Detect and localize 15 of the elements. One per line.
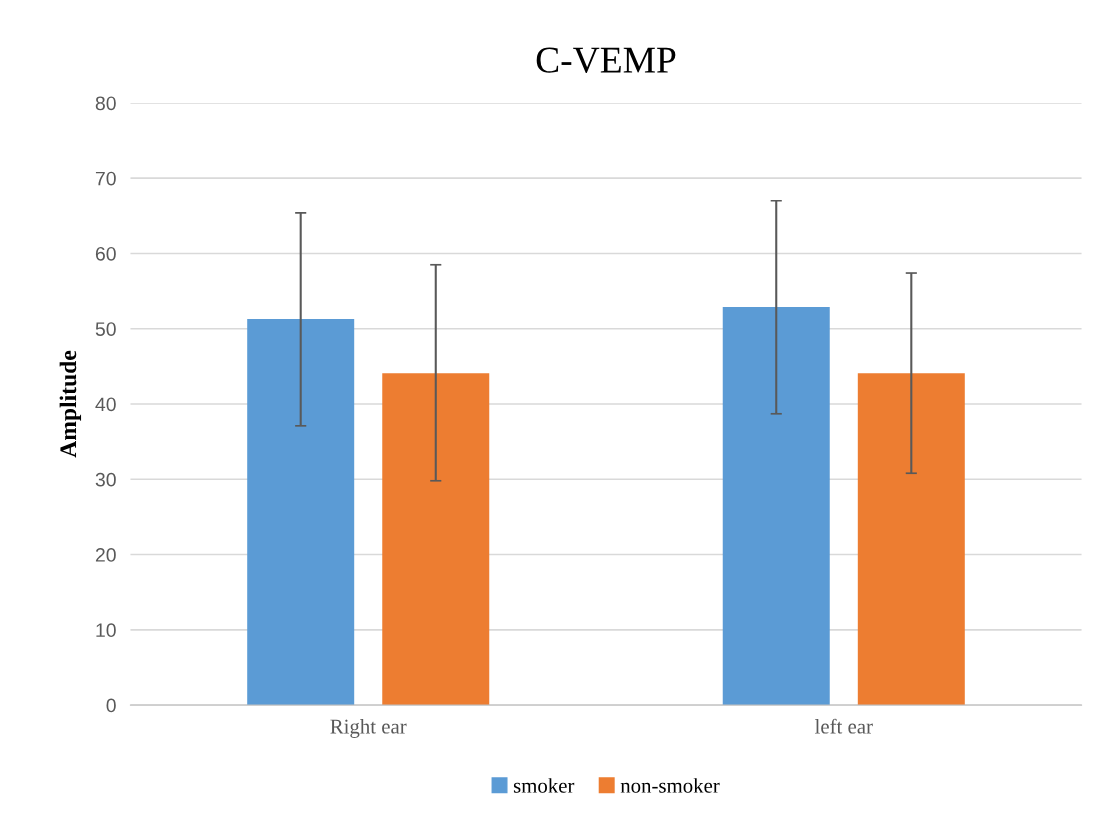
y-tick-label: 40 — [95, 397, 116, 412]
x-tick-label: Right ear — [330, 718, 407, 738]
y-tick-label: 0 — [106, 698, 116, 713]
y-tick-label: 70 — [95, 171, 116, 186]
y-tick-label: 50 — [95, 322, 116, 336]
chart-title: C-VEMP — [536, 47, 676, 73]
y-axis-title: Amplitude — [59, 350, 82, 458]
y-tick-label: 60 — [95, 246, 116, 261]
legend-label: non-smoker — [620, 778, 720, 793]
y-tick-label: 30 — [95, 472, 116, 487]
y-tick-label: 10 — [96, 623, 116, 638]
legend-label: smoker — [513, 778, 575, 793]
y-tick-label: 80 — [95, 96, 116, 111]
x-tick-label: left ear — [814, 718, 873, 734]
y-tick-label: 20 — [95, 548, 116, 562]
